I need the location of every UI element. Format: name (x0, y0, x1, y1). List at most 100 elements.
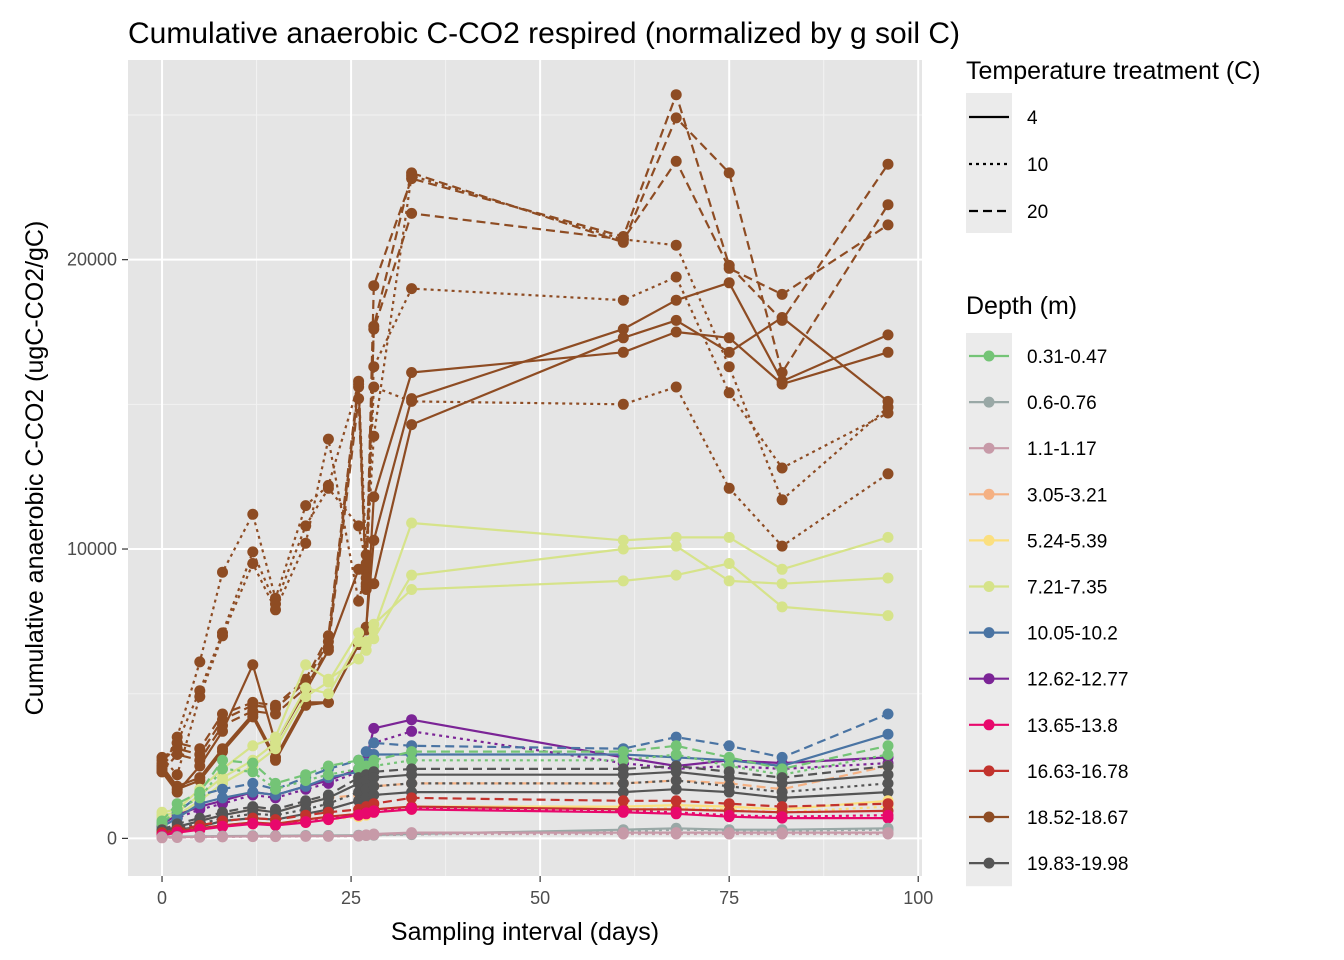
data-point (723, 558, 735, 569)
data-point (194, 775, 206, 786)
axes: 0 25 50 75 100 0 10000 20000 (67, 250, 933, 908)
data-point (270, 708, 281, 720)
x-axis-title: Sampling interval (days) (391, 918, 659, 946)
data-point (406, 725, 418, 737)
data-point (882, 809, 894, 821)
data-point (368, 805, 380, 817)
data-point (882, 786, 894, 798)
legend-key-point (983, 857, 995, 869)
data-point (617, 828, 629, 840)
data-point (353, 378, 365, 390)
data-point (368, 381, 380, 393)
x-tick-label: 25 (341, 888, 361, 908)
data-point (217, 630, 228, 642)
data-point (300, 691, 312, 703)
legend-label-depth: 1.1-1.17 (1027, 439, 1097, 460)
data-point (617, 746, 629, 758)
data-point (217, 792, 228, 804)
data-point (617, 398, 629, 410)
data-point (882, 740, 894, 752)
data-point (617, 805, 629, 817)
data-point (723, 361, 735, 373)
data-point (776, 563, 788, 575)
data-point (300, 537, 312, 549)
data-point (617, 233, 629, 245)
legend-key-point (983, 396, 995, 408)
data-point (360, 639, 372, 650)
data-point (670, 531, 682, 543)
data-point (406, 207, 418, 219)
data-point (723, 531, 735, 543)
grid (128, 60, 922, 876)
data-point (322, 696, 334, 708)
data-point (882, 199, 894, 211)
data-point (670, 828, 682, 840)
data-point (406, 393, 418, 405)
data-point (322, 830, 334, 842)
data-point (670, 381, 682, 393)
data-point (360, 572, 372, 584)
data-point (247, 786, 259, 798)
data-point (353, 520, 365, 532)
data-point (270, 831, 281, 843)
data-point (368, 789, 380, 801)
data-point (322, 644, 334, 656)
data-point (776, 601, 788, 613)
data-point (300, 500, 312, 512)
x-tick-label: 50 (530, 888, 550, 908)
legend-label-depth: 7.21-7.35 (1027, 578, 1107, 599)
data-point (217, 754, 228, 766)
data-point (322, 760, 334, 772)
data-point (882, 777, 894, 789)
y-tick-label: 0 (107, 828, 117, 848)
data-point (300, 682, 312, 694)
data-point (617, 777, 629, 789)
series-layer (156, 89, 894, 844)
legend-label-depth: 10.05-10.2 (1027, 624, 1118, 645)
data-point (368, 578, 380, 590)
data-point (322, 813, 334, 825)
legend-key-point (983, 673, 995, 685)
data-point (322, 482, 334, 494)
data-point (617, 294, 629, 306)
series-18.52-18.67-10C (156, 381, 894, 781)
data-point (217, 746, 228, 758)
data-point (270, 754, 281, 766)
data-point (776, 751, 788, 763)
data-point (670, 569, 682, 581)
legend-label-depth: 0.31-0.47 (1027, 347, 1107, 368)
data-point (776, 811, 788, 823)
legend-key-point (983, 765, 995, 777)
data-point (406, 569, 418, 581)
data-point (217, 831, 228, 843)
data-point (247, 740, 259, 752)
data-point (723, 575, 735, 587)
legend-key-point (983, 627, 995, 639)
series-13.65-13.8-10C (156, 802, 894, 841)
data-point (882, 749, 894, 760)
data-point (300, 775, 312, 786)
y-tick-label: 10000 (67, 539, 117, 559)
data-point (670, 766, 682, 778)
data-point (217, 820, 228, 832)
data-point (322, 688, 334, 700)
data-point (882, 468, 894, 480)
series-line (161, 744, 889, 822)
data-point (322, 433, 334, 445)
data-point (270, 743, 281, 755)
data-point (670, 294, 682, 306)
data-point (882, 531, 894, 543)
data-point (776, 494, 788, 506)
data-point (670, 749, 682, 760)
data-point (171, 749, 183, 760)
data-point (617, 786, 629, 798)
data-point (723, 277, 735, 289)
data-point (882, 346, 894, 358)
data-point (247, 546, 259, 558)
data-point (670, 775, 682, 786)
data-point (882, 610, 894, 622)
data-point (368, 534, 380, 546)
data-point (723, 262, 735, 274)
data-point (156, 766, 168, 778)
data-point (247, 508, 259, 520)
